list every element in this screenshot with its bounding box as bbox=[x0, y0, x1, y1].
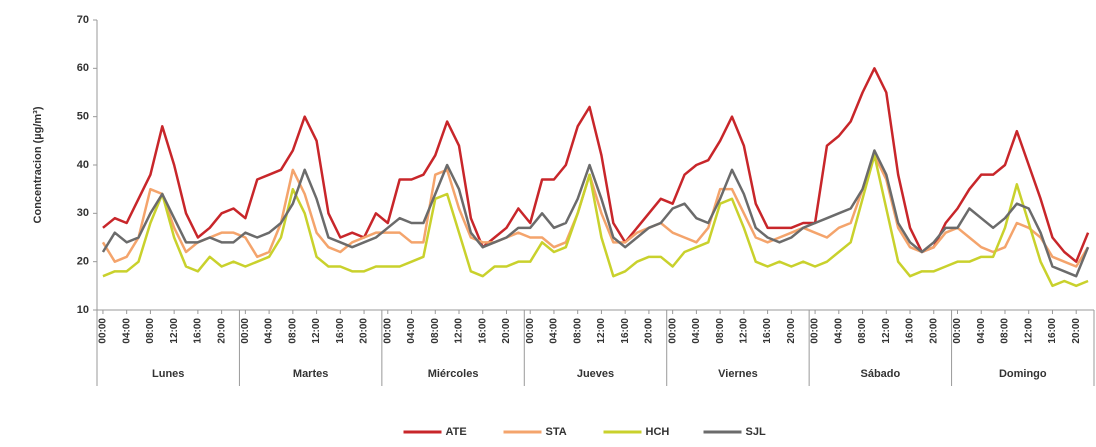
series-line bbox=[101, 149, 1090, 278]
x-tick-label: 20:00 bbox=[216, 318, 227, 344]
x-tick-label: 00:00 bbox=[952, 318, 963, 344]
group-label: Sábado bbox=[860, 368, 900, 380]
x-tick-label: 16:00 bbox=[1047, 318, 1058, 344]
x-tick-label: 04:00 bbox=[976, 318, 987, 344]
group-label: Viernes bbox=[718, 368, 758, 380]
group-label: Martes bbox=[293, 368, 328, 380]
x-tick-label: 08:00 bbox=[287, 318, 298, 344]
x-tick-label: 04:00 bbox=[833, 318, 844, 344]
x-tick-label: 08:00 bbox=[145, 318, 156, 344]
y-tick-label: 20 bbox=[77, 256, 89, 268]
x-tick-label: 08:00 bbox=[715, 318, 726, 344]
group-label: Lunes bbox=[152, 368, 184, 380]
x-tick-label: 08:00 bbox=[857, 318, 868, 344]
legend-label: HCH bbox=[646, 426, 670, 438]
group-label: Jueves bbox=[577, 368, 614, 380]
x-tick-label: 20:00 bbox=[786, 318, 797, 344]
x-tick-label: 16:00 bbox=[905, 318, 916, 344]
y-tick-label: 10 bbox=[77, 304, 89, 316]
y-axis-label: Concentracion (µg/m³) bbox=[32, 106, 44, 223]
x-tick-label: 08:00 bbox=[430, 318, 441, 344]
legend-label: ATE bbox=[446, 426, 467, 438]
x-tick-label: 04:00 bbox=[264, 318, 275, 344]
series-line bbox=[102, 154, 1089, 288]
x-tick-label: 08:00 bbox=[1000, 318, 1011, 344]
x-tick-label: 04:00 bbox=[549, 318, 560, 344]
x-tick-label: 04:00 bbox=[406, 318, 417, 344]
x-tick-label: 08:00 bbox=[572, 318, 583, 344]
group-label: Domingo bbox=[999, 368, 1047, 380]
x-tick-label: 04:00 bbox=[691, 318, 702, 344]
y-tick-label: 60 bbox=[77, 62, 89, 74]
x-tick-label: 00:00 bbox=[667, 318, 678, 344]
x-tick-label: 12:00 bbox=[1023, 318, 1034, 344]
x-tick-label: 20:00 bbox=[501, 318, 512, 344]
x-tick-label: 12:00 bbox=[169, 318, 180, 344]
x-tick-label: 16:00 bbox=[193, 318, 204, 344]
x-tick-label: 12:00 bbox=[596, 318, 607, 344]
x-tick-label: 16:00 bbox=[477, 318, 488, 344]
y-tick-label: 50 bbox=[77, 111, 89, 123]
x-tick-label: 00:00 bbox=[98, 318, 109, 344]
x-tick-label: 12:00 bbox=[454, 318, 465, 344]
x-tick-label: 00:00 bbox=[525, 318, 536, 344]
x-tick-label: 00:00 bbox=[810, 318, 821, 344]
x-tick-label: 16:00 bbox=[620, 318, 631, 344]
x-tick-label: 20:00 bbox=[1071, 318, 1082, 344]
x-tick-label: 20:00 bbox=[928, 318, 939, 344]
y-tick-label: 40 bbox=[77, 159, 89, 171]
x-tick-label: 00:00 bbox=[240, 318, 251, 344]
x-tick-label: 16:00 bbox=[762, 318, 773, 344]
x-tick-label: 20:00 bbox=[359, 318, 370, 344]
x-tick-label: 04:00 bbox=[121, 318, 132, 344]
x-tick-label: 12:00 bbox=[739, 318, 750, 344]
x-tick-label: 20:00 bbox=[644, 318, 655, 344]
legend-label: STA bbox=[546, 426, 567, 438]
group-label: Miércoles bbox=[428, 368, 479, 380]
y-tick-label: 30 bbox=[77, 207, 89, 219]
x-tick-label: 16:00 bbox=[335, 318, 346, 344]
x-tick-label: 00:00 bbox=[382, 318, 393, 344]
x-tick-label: 12:00 bbox=[311, 318, 322, 344]
x-tick-label: 12:00 bbox=[881, 318, 892, 344]
y-tick-label: 70 bbox=[77, 14, 89, 26]
legend-label: SJL bbox=[746, 426, 766, 438]
